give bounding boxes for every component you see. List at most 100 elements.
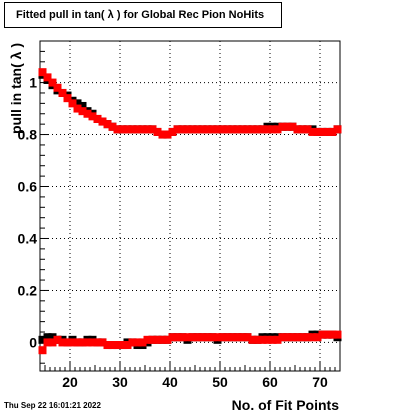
marker-red <box>268 125 277 134</box>
marker-red <box>148 335 157 344</box>
marker-red <box>238 333 247 342</box>
marker-red <box>273 335 282 344</box>
marker-red <box>168 127 177 136</box>
marker-red <box>233 125 242 134</box>
marker-red <box>253 125 262 134</box>
marker-red <box>38 346 47 355</box>
marker-red <box>108 122 117 131</box>
marker-red <box>63 94 72 103</box>
marker-red <box>118 341 127 350</box>
y-tick-label: 0 <box>29 334 37 350</box>
marker-red <box>173 333 182 342</box>
marker-red <box>103 341 112 350</box>
marker-red <box>93 114 102 123</box>
marker-red <box>128 338 137 347</box>
marker-red <box>313 127 322 136</box>
marker-red <box>143 335 152 344</box>
marker-red <box>303 125 312 134</box>
marker-red <box>213 125 222 134</box>
marker-red <box>73 338 82 347</box>
y-axis-label: pull in tan( λ ) <box>8 43 24 134</box>
marker-black <box>38 335 47 344</box>
marker-black <box>73 99 82 108</box>
marker-red <box>58 88 67 97</box>
marker-black <box>48 333 57 342</box>
marker-red <box>173 125 182 134</box>
marker-red <box>228 125 237 134</box>
marker-red <box>118 125 127 134</box>
marker-red <box>308 333 317 342</box>
marker-black <box>43 333 52 342</box>
marker-red <box>258 125 267 134</box>
marker-red <box>43 73 52 82</box>
marker-red <box>93 338 102 347</box>
marker-red <box>288 122 297 131</box>
marker-red <box>188 333 197 342</box>
marker-red <box>208 333 217 342</box>
marker-red <box>223 125 232 134</box>
grid-lines <box>40 41 340 371</box>
marker-red <box>108 341 117 350</box>
marker-red <box>298 333 307 342</box>
marker-red <box>243 125 252 134</box>
marker-red <box>48 338 57 347</box>
marker-red <box>163 335 172 344</box>
marker-red <box>138 338 147 347</box>
chart-title: Fitted pull in tan( λ ) for Global Rec P… <box>4 2 282 28</box>
x-tick-label: 70 <box>312 374 328 390</box>
marker-red <box>183 125 192 134</box>
x-tick-label: 50 <box>212 374 228 390</box>
marker-red <box>133 338 142 347</box>
marker-red <box>148 125 157 134</box>
marker-red <box>243 333 252 342</box>
data-markers <box>38 68 342 355</box>
marker-red <box>188 125 197 134</box>
marker-red <box>78 107 87 116</box>
marker-red <box>128 125 137 134</box>
marker-red <box>233 333 242 342</box>
marker-red <box>213 333 222 342</box>
marker-black <box>78 101 87 110</box>
marker-red <box>308 127 317 136</box>
marker-red <box>53 335 62 344</box>
marker-red <box>218 125 227 134</box>
marker-red <box>103 120 112 129</box>
marker-red <box>238 125 247 134</box>
marker-red <box>198 125 207 134</box>
marker-red <box>83 338 92 347</box>
marker-red <box>328 330 337 339</box>
marker-red <box>248 125 257 134</box>
axis-ticks <box>39 40 341 371</box>
x-tick-label: 40 <box>162 374 178 390</box>
marker-red <box>113 341 122 350</box>
marker-red <box>203 333 212 342</box>
marker-red <box>263 335 272 344</box>
marker-red <box>163 130 172 139</box>
y-tick-label: 0.6 <box>18 179 38 195</box>
marker-red <box>73 104 82 113</box>
marker-red <box>203 125 212 134</box>
marker-red <box>318 330 327 339</box>
marker-red <box>83 109 92 118</box>
marker-red <box>193 333 202 342</box>
marker-red <box>78 338 87 347</box>
marker-red <box>263 125 272 134</box>
y-tick-label: 0.4 <box>18 230 38 246</box>
marker-red <box>278 122 287 131</box>
marker-red <box>268 335 277 344</box>
marker-red <box>223 333 232 342</box>
x-tick-label: 20 <box>62 374 78 390</box>
marker-red <box>298 125 307 134</box>
marker-red <box>158 130 167 139</box>
marker-red <box>88 338 97 347</box>
marker-red <box>68 338 77 347</box>
y-tick-label: 0.2 <box>18 282 38 298</box>
marker-red <box>68 99 77 108</box>
marker-red <box>63 338 72 347</box>
marker-red <box>283 333 292 342</box>
marker-red <box>193 125 202 134</box>
marker-red <box>333 125 342 134</box>
marker-red <box>178 333 187 342</box>
marker-red <box>303 333 312 342</box>
